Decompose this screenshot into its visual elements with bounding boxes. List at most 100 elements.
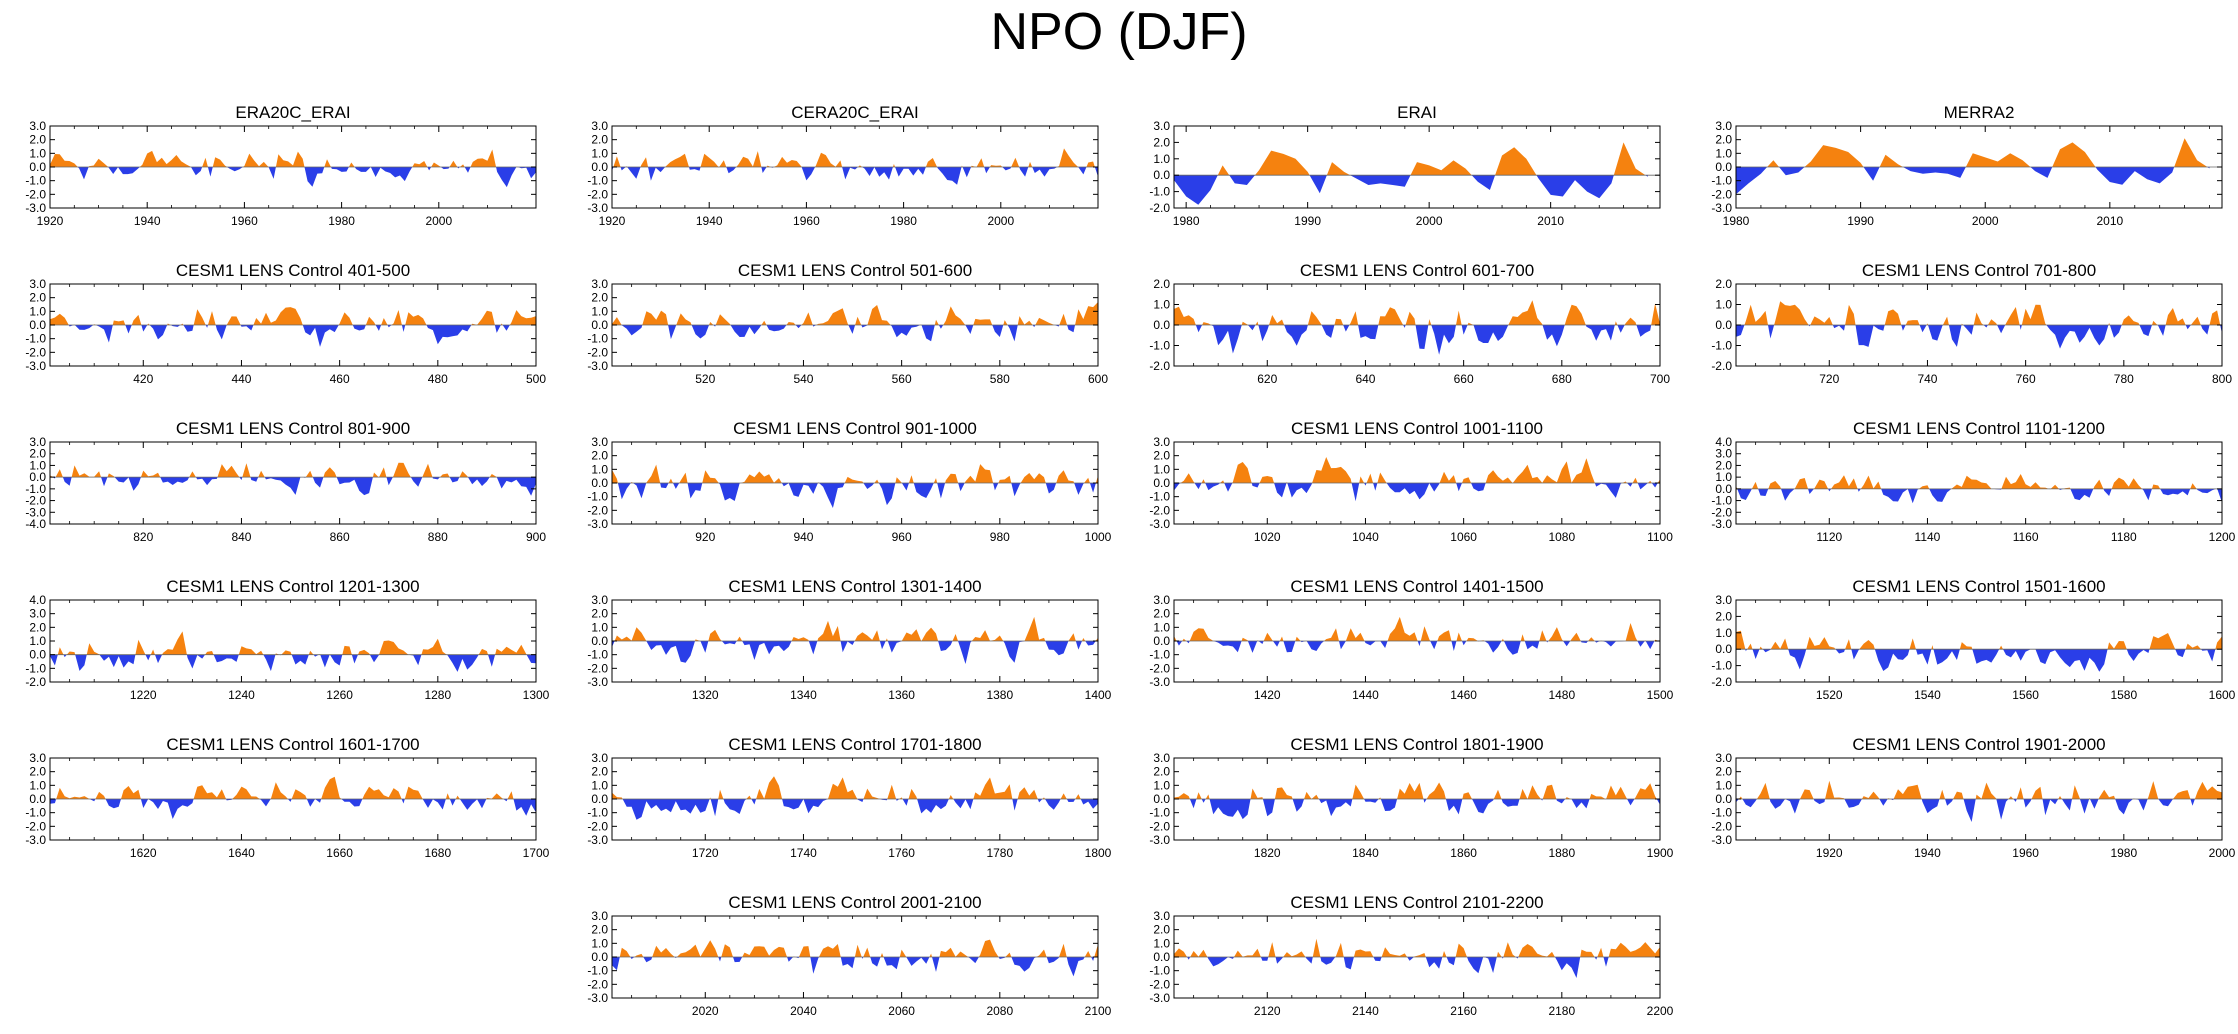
negative-area [1736,799,2222,822]
y-tick-label: 1.0 [1715,298,1732,312]
y-tick-label: -3.0 [25,201,46,215]
panel-title: CESM1 LENS Control 1901-2000 [1852,735,2105,754]
x-tick-label: 920 [695,530,715,544]
x-tick-label: 1940 [1914,846,1941,860]
y-tick-label: -1.0 [587,964,608,978]
x-tick-label: 1260 [326,688,353,702]
x-tick-label: 1500 [1647,688,1674,702]
y-tick-label: -2.0 [587,977,608,991]
panel-title: ERAI [1397,103,1437,122]
y-tick-label: 2.0 [29,765,46,779]
x-tick-label: 620 [1257,372,1277,386]
x-tick-label: 460 [330,372,350,386]
x-tick-label: 1700 [523,846,550,860]
x-tick-label: 900 [526,530,546,544]
y-tick-label: -3.0 [587,991,608,1005]
panel-title: CESM1 LENS Control 701-800 [1862,261,2096,280]
x-tick-label: 440 [231,372,251,386]
x-tick-label: 880 [428,530,448,544]
panel-title: CESM1 LENS Control 1501-1600 [1852,577,2105,596]
x-tick-label: 1940 [696,214,723,228]
positive-area [612,464,1098,483]
x-tick-label: 760 [2016,372,2036,386]
y-tick-label: 3.0 [1715,751,1732,765]
y-tick-label: 2.0 [1153,135,1170,149]
x-tick-label: 1300 [523,688,550,702]
x-tick-label: 1080 [1548,530,1575,544]
npo-panel: CERA20C_ERAI 3.02.01.00.0-1.0-2.0-3.01920… [587,103,1099,228]
y-tick-label: 2.0 [1153,923,1170,937]
x-tick-label: 1920 [37,214,64,228]
y-tick-label: 2.0 [591,765,608,779]
panel-title: CESM1 LENS Control 601-700 [1300,261,1534,280]
x-tick-label: 2010 [1537,214,1564,228]
panel-frame [1735,599,2223,683]
y-tick-label: -3.0 [25,505,46,519]
y-tick-label: 0.0 [29,318,46,332]
y-tick-label: 3.0 [1153,119,1170,133]
x-tick-label: 780 [2114,372,2134,386]
y-tick-label: -2.0 [587,819,608,833]
panel-title: MERRA2 [1944,103,2015,122]
x-tick-label: 820 [133,530,153,544]
x-tick-label: 1880 [1548,846,1575,860]
y-tick-label: -2.0 [25,494,46,508]
x-tick-label: 1920 [1816,846,1843,860]
x-tick-label: 1840 [1352,846,1379,860]
y-tick-label: -3.0 [1711,833,1732,847]
positive-area [50,776,536,799]
negative-area [1174,799,1660,820]
y-tick-label: 3.0 [1153,593,1170,607]
x-tick-label: 1000 [1085,530,1112,544]
positive-area [57,631,527,655]
y-tick-label: -2.0 [587,661,608,675]
y-tick-label: 1.0 [1153,298,1170,312]
panel-title: CESM1 LENS Control 1801-1900 [1290,735,1543,754]
positive-area [1736,630,2222,650]
x-tick-label: 2000 [987,214,1014,228]
npo-panel: CESM1 LENS Control 701-800 2.0 1.0 0.0 -1.0 -… [1711,261,2232,386]
y-tick-label: 1.0 [591,146,608,160]
x-tick-label: 2000 [2209,846,2236,860]
panel-title: CESM1 LENS Control 1001-1100 [1291,419,1543,438]
x-tick-label: 1460 [1450,688,1477,702]
y-tick-label: -4.0 [25,517,46,531]
negative-area [1174,175,1648,205]
x-tick-label: 560 [892,372,912,386]
y-tick-label: 0.0 [1153,476,1170,490]
y-tick-label: -3.0 [587,517,608,531]
y-tick-label: 4.0 [29,593,46,607]
x-tick-label: 2010 [2096,214,2123,228]
y-tick-label: 1.0 [591,778,608,792]
panel-title: CESM1 LENS Control 2001-2100 [728,893,981,912]
x-tick-label: 1990 [1294,214,1321,228]
npo-panel: CESM1 LENS Control 801-900 3.02.01.00.0-1… [25,419,546,544]
panel-frame [1173,125,1661,209]
y-tick-label: 2.0 [1715,609,1732,623]
x-tick-label: 1560 [2012,688,2039,702]
x-tick-label: 1040 [1352,530,1379,544]
npo-panel: CESM1 LENS Control 1101-1200 4.03.02.01.0… [1711,419,2235,544]
y-tick-label: 0.0 [1153,950,1170,964]
y-tick-label: 1.0 [1153,462,1170,476]
y-tick-label: 1.0 [29,458,46,472]
y-tick-label: 0.0 [591,318,608,332]
x-tick-label: 1960 [231,214,258,228]
y-tick-label: -3.0 [587,201,608,215]
y-tick-label: -2.0 [1711,359,1732,373]
y-tick-label: -3.0 [1149,675,1170,689]
x-tick-label: 420 [133,372,153,386]
y-tick-label: 3.0 [591,751,608,765]
y-tick-label: 0.0 [29,160,46,174]
positive-area [612,302,1098,325]
y-tick-label: -1.0 [587,648,608,662]
x-tick-label: 1020 [1254,530,1281,544]
y-tick-label: 2.0 [1153,765,1170,779]
y-tick-label: 3.0 [591,119,608,133]
y-tick-label: -3.0 [1149,833,1170,847]
x-tick-label: 1540 [1914,688,1941,702]
y-tick-label: -1.0 [1149,964,1170,978]
x-tick-label: 660 [1454,372,1474,386]
y-tick-label: -1.0 [1711,339,1732,353]
